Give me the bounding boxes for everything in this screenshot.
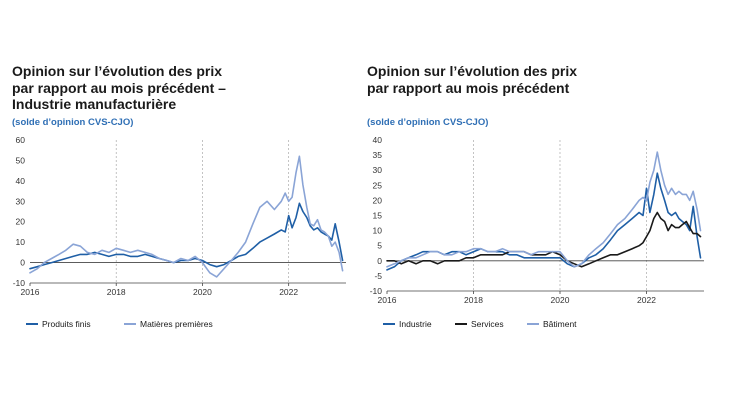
legend-label-produits-finis: Produits finis xyxy=(42,319,91,329)
x-tick-label: 2016 xyxy=(21,287,40,297)
chart-title: Opinion sur l’évolution des prix par rap… xyxy=(12,63,226,113)
chart-subtitle: (solde d’opinion CVS-CJO) xyxy=(12,117,134,128)
y-tick-label: 5 xyxy=(377,241,382,251)
chart-title-line: Opinion sur l’évolution des prix xyxy=(12,63,223,79)
series-line-services xyxy=(386,211,702,268)
y-tick-label: 30 xyxy=(373,165,383,175)
y-tick-label: 40 xyxy=(16,176,26,186)
chart-subtitle: (solde d’opinion CVS-CJO) xyxy=(367,117,489,128)
chart-title-line: Opinion sur l’évolution des prix xyxy=(367,63,578,79)
x-tick-label: 2020 xyxy=(193,287,212,297)
y-tick-label: -10 xyxy=(370,286,383,296)
x-tick-label: 2020 xyxy=(551,295,570,305)
x-tick-label: 2018 xyxy=(464,295,483,305)
y-tick-label: 30 xyxy=(16,196,26,206)
y-tick-label: 40 xyxy=(373,135,383,145)
y-tick-label: 50 xyxy=(16,155,26,165)
legend-label-matieres-premieres: Matières premières xyxy=(140,319,213,329)
line-chart-manufacturing: -10 0 10 20 30 40 50 60 2016 2018 2020 2022 Produits… xyxy=(13,135,346,329)
x-tick-label: 2022 xyxy=(637,295,656,305)
series-line-produits-finis xyxy=(29,202,344,270)
series-line-matieres-premieres xyxy=(29,155,344,278)
chart-title-line: par rapport au mois précédent xyxy=(367,79,570,96)
chart-panel-sectors: Opinion sur l’évolution des prix par rap… xyxy=(357,0,717,410)
y-tick-label: 35 xyxy=(373,150,383,160)
y-tick-label: 0 xyxy=(377,256,382,266)
series-line-batiment xyxy=(386,151,702,268)
y-tick-label: 60 xyxy=(16,135,26,145)
chart-title-line: par rapport au mois précédent – xyxy=(12,79,226,96)
x-tick-label: 2018 xyxy=(107,287,126,297)
y-tick-label: 10 xyxy=(373,226,383,236)
y-tick-label: 0 xyxy=(20,258,25,268)
x-tick-label: 2016 xyxy=(378,295,397,305)
line-chart-sectors: -10 -5 0 5 10 15 20 25 30 35 40 2016 2018 2020 2022 Ind… xyxy=(370,135,704,329)
chart-title-line: Industrie manufacturière xyxy=(12,96,177,112)
legend-label-industrie: Industrie xyxy=(399,319,432,329)
y-tick-label: -10 xyxy=(13,278,26,288)
chart-panel-manufacturing: Opinion sur l’évolution des prix par rap… xyxy=(0,0,360,410)
y-tick-label: 25 xyxy=(373,180,383,190)
x-tick-label: 2022 xyxy=(279,287,298,297)
chart-title: Opinion sur l’évolution des prix par rap… xyxy=(367,63,577,96)
y-tick-label: 20 xyxy=(16,217,26,227)
legend-label-services: Services xyxy=(471,319,504,329)
y-tick-label: 15 xyxy=(373,211,383,221)
y-tick-label: 20 xyxy=(373,195,383,205)
y-tick-label: 10 xyxy=(16,237,26,247)
legend-label-batiment: Bâtiment xyxy=(543,319,577,329)
y-tick-label: -5 xyxy=(374,271,382,281)
